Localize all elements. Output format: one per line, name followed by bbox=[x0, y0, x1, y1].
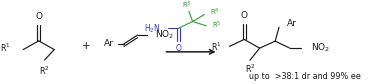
Text: O: O bbox=[175, 44, 181, 53]
Text: R$^1$: R$^1$ bbox=[0, 42, 11, 54]
Text: O: O bbox=[241, 11, 248, 20]
Text: R$^4$: R$^4$ bbox=[210, 6, 220, 18]
Text: R$^5$: R$^5$ bbox=[212, 20, 222, 32]
Text: R$^2$: R$^2$ bbox=[39, 64, 50, 77]
Text: +: + bbox=[82, 41, 91, 51]
Text: Ar: Ar bbox=[104, 39, 113, 48]
Text: H$_2$N: H$_2$N bbox=[144, 22, 161, 35]
Text: Ar: Ar bbox=[287, 19, 297, 28]
Text: O: O bbox=[35, 12, 42, 21]
Text: R$^3$: R$^3$ bbox=[182, 0, 192, 11]
Text: NO$_2$: NO$_2$ bbox=[155, 29, 174, 41]
Text: NO$_2$: NO$_2$ bbox=[311, 42, 330, 54]
Text: R$^2$: R$^2$ bbox=[245, 63, 255, 75]
Text: up to  >38:1 dr and 99% ee: up to >38:1 dr and 99% ee bbox=[249, 72, 361, 81]
Text: R$^1$: R$^1$ bbox=[211, 40, 222, 53]
